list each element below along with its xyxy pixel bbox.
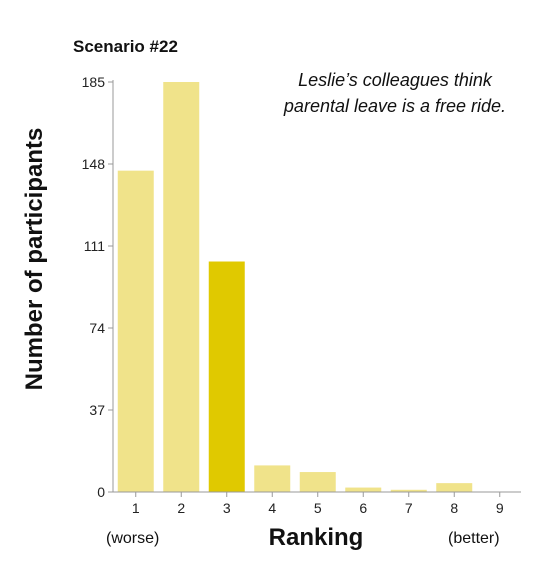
chart-title: Scenario #22 <box>73 37 178 56</box>
bar-1 <box>117 170 154 492</box>
bar-7 <box>390 489 427 492</box>
y-tick-label: 148 <box>82 156 106 172</box>
y-tick-label: 37 <box>89 402 105 418</box>
bar-2 <box>163 82 200 492</box>
annotation-line-1: Leslie’s colleagues think <box>298 70 493 90</box>
x-axis-label: Ranking <box>269 524 364 551</box>
x-tick-label: 8 <box>450 500 458 516</box>
x-right-label: (better) <box>448 530 500 547</box>
x-axis: 1 2 3 4 5 6 7 8 9 <box>113 491 521 516</box>
bar-8 <box>436 483 473 492</box>
x-tick-label: 2 <box>177 500 185 516</box>
x-tick-label: 1 <box>132 500 140 516</box>
x-tick-label: 5 <box>314 500 322 516</box>
y-tick-label: 111 <box>84 238 105 254</box>
y-tick-label: 185 <box>82 74 106 90</box>
y-tick-label: 74 <box>89 320 105 336</box>
bar-3 <box>208 261 245 492</box>
y-axis-label: Number of participants <box>21 128 48 391</box>
x-tick-label: 4 <box>268 500 276 516</box>
bar-4 <box>254 465 291 492</box>
bar-6 <box>345 487 382 492</box>
x-tick-label: 6 <box>359 500 367 516</box>
y-axis: 0 37 74 111 148 185 <box>82 74 114 500</box>
bar-5 <box>299 472 336 492</box>
bars <box>117 82 473 492</box>
x-tick-label: 7 <box>405 500 413 516</box>
y-tick-label: 0 <box>97 484 105 500</box>
annotation-line-2: parental leave is a free ride. <box>283 96 506 116</box>
x-left-label: (worse) <box>106 530 159 547</box>
x-tick-label: 3 <box>223 500 231 516</box>
x-tick-label: 9 <box>496 500 504 516</box>
